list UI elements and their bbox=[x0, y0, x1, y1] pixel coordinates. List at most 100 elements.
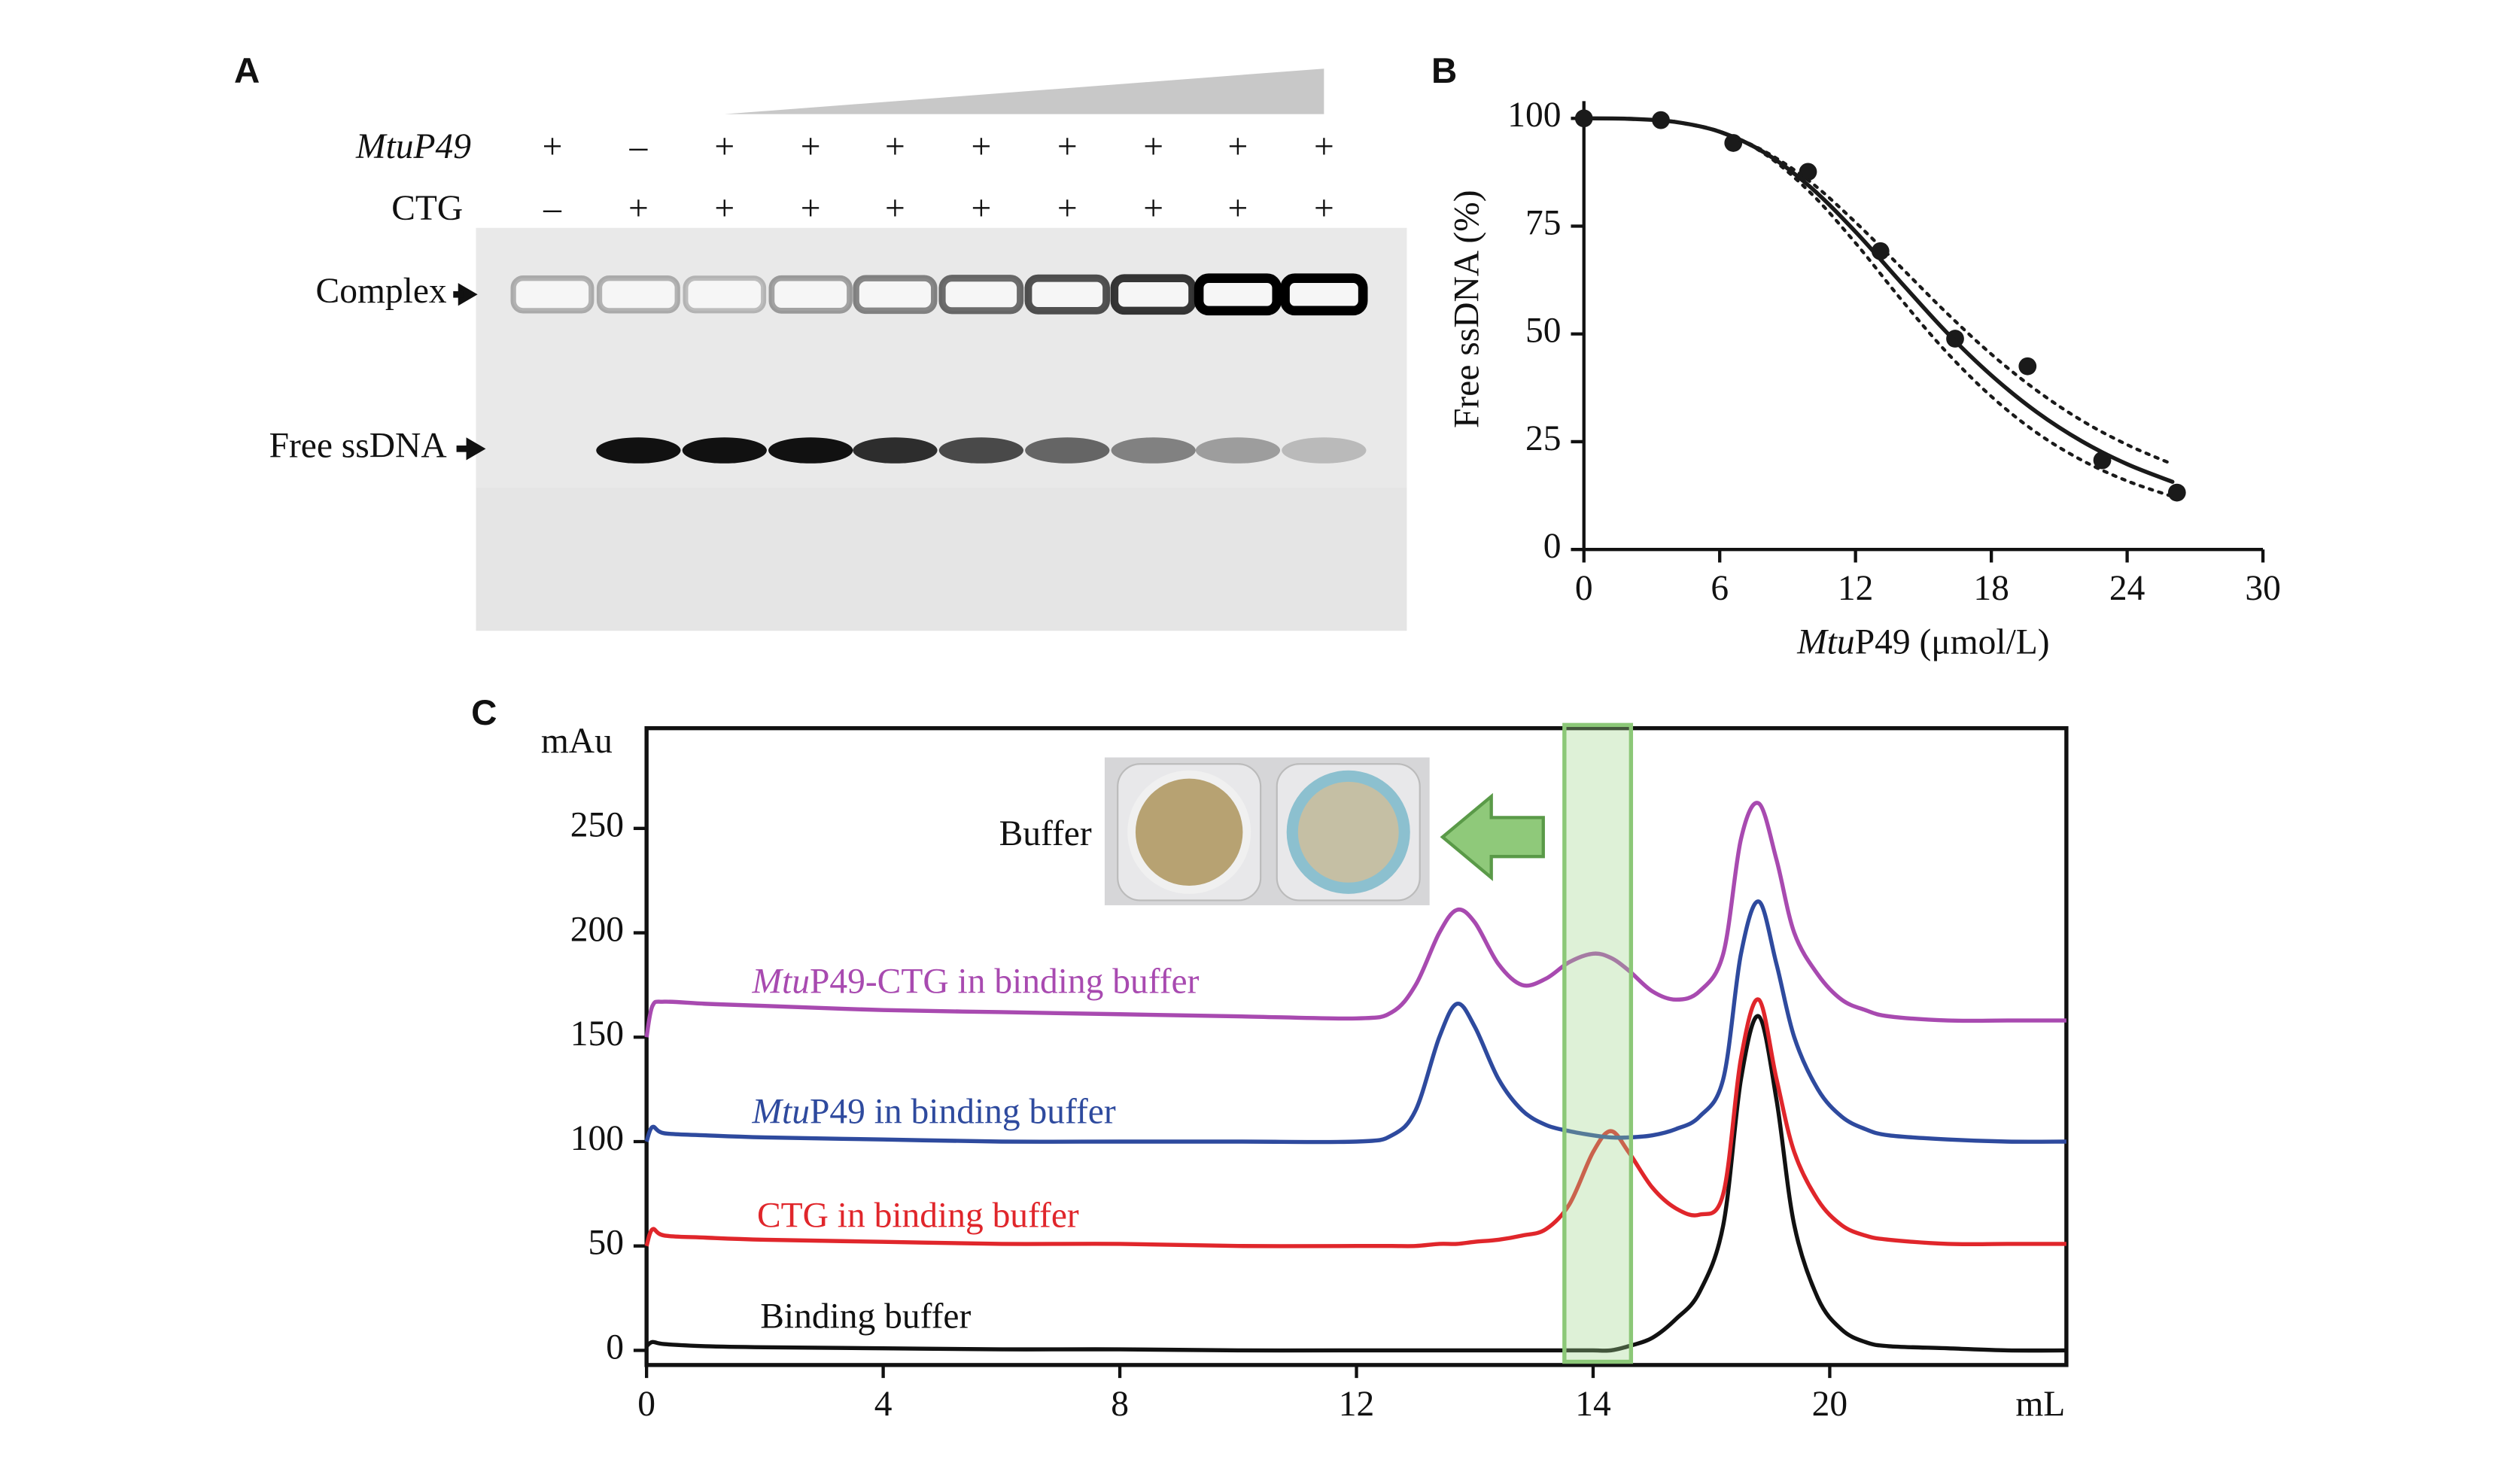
series-label: CTG in binding buffer bbox=[757, 1196, 1079, 1235]
band-label: Free ssDNA bbox=[269, 426, 447, 465]
x-tick-label: 24 bbox=[2109, 569, 2145, 608]
y-tick-label: 0 bbox=[606, 1327, 624, 1367]
series-label-part: P49 in binding buffer bbox=[810, 1092, 1116, 1131]
lane-sign: + bbox=[714, 189, 734, 228]
panel-label: B bbox=[1431, 51, 1457, 91]
arrow bbox=[456, 446, 470, 452]
y-tick-label: 0 bbox=[1543, 527, 1562, 566]
x-tick-label: 4 bbox=[874, 1385, 893, 1424]
confidence-line bbox=[1672, 120, 2174, 498]
series-line bbox=[644, 997, 2066, 1248]
lane-sign: + bbox=[1228, 189, 1248, 228]
well bbox=[1110, 274, 1197, 315]
y-tick-label: 75 bbox=[1525, 203, 1561, 242]
row-label: MtuP49 bbox=[355, 127, 471, 166]
lane-sign: + bbox=[885, 189, 905, 228]
lane-sign: + bbox=[1228, 127, 1248, 166]
well bbox=[853, 275, 938, 315]
arrow bbox=[466, 437, 486, 461]
x-tick-label: 0 bbox=[637, 1385, 655, 1424]
x-tick-label: 12 bbox=[1838, 569, 1873, 608]
series-label-part: Mtu bbox=[751, 962, 810, 1002]
arrow bbox=[458, 283, 478, 306]
series-label: Binding buffer bbox=[760, 1297, 971, 1336]
series-label-part: CTG in binding buffer bbox=[757, 1196, 1079, 1235]
gradient-triangle bbox=[724, 68, 1324, 114]
well bbox=[683, 275, 767, 314]
y-tick-label: 100 bbox=[570, 1119, 624, 1158]
band-label: Complex bbox=[316, 272, 447, 311]
series-label-part: Binding buffer bbox=[760, 1297, 971, 1336]
y-axis-label: mAu bbox=[541, 722, 613, 761]
x-tick-label: 12 bbox=[1339, 1385, 1374, 1424]
arrow bbox=[453, 290, 464, 298]
series-line bbox=[645, 1014, 2066, 1353]
y-tick-label: 100 bbox=[1507, 96, 1561, 135]
highlight-box bbox=[1562, 722, 1634, 1364]
well bbox=[768, 275, 853, 314]
lane-sign: + bbox=[1143, 127, 1163, 166]
band bbox=[1195, 437, 1281, 464]
lane-sign: – bbox=[543, 189, 562, 228]
band bbox=[1282, 437, 1367, 464]
x-tick-label: 6 bbox=[1711, 569, 1729, 608]
x-tick-label: 30 bbox=[2245, 569, 2280, 608]
x-tick-label: 18 bbox=[1973, 569, 2009, 608]
y-tick-label: 200 bbox=[570, 910, 624, 949]
data-point bbox=[2018, 357, 2037, 376]
lane-sign: + bbox=[1314, 189, 1334, 228]
lane-sign: + bbox=[801, 127, 821, 166]
series-label-part: P49-CTG in binding buffer bbox=[810, 962, 1200, 1002]
panel-label: A bbox=[234, 51, 260, 91]
plot-frame bbox=[644, 725, 2069, 1367]
y-axis-label: Free ssDNA (%) bbox=[1448, 190, 1487, 428]
y-tick-label: 50 bbox=[588, 1224, 623, 1263]
y-tick-label: 150 bbox=[570, 1014, 624, 1054]
row-label: CTG bbox=[391, 189, 463, 228]
well bbox=[1194, 273, 1282, 316]
x-tick-label: 20 bbox=[1812, 1385, 1847, 1424]
gel-shade bbox=[476, 488, 1407, 631]
lane-sign: + bbox=[714, 127, 734, 166]
lane-sign: + bbox=[1057, 127, 1078, 166]
lane-sign: + bbox=[628, 189, 649, 228]
y-tick-label: 50 bbox=[1525, 312, 1561, 351]
annotation: Buffer bbox=[999, 814, 1092, 853]
x-tick-label: 14 bbox=[1575, 1385, 1610, 1424]
x-tick-label: 0 bbox=[1575, 569, 1593, 608]
data-point bbox=[2167, 483, 2186, 502]
lane-sign: + bbox=[1143, 189, 1163, 228]
band bbox=[1025, 437, 1110, 464]
well bbox=[596, 275, 680, 314]
y-tick-label: 250 bbox=[570, 806, 624, 845]
band bbox=[1111, 437, 1196, 464]
panel-label: C bbox=[471, 693, 497, 733]
well bbox=[938, 275, 1024, 315]
lane-sign: + bbox=[1057, 189, 1078, 228]
x-axis-label-italic: Mtu bbox=[1796, 622, 1855, 661]
arrow bbox=[1440, 792, 1545, 881]
series-label: MtuP49-CTG in binding buffer bbox=[751, 962, 1199, 1002]
y-tick-label: 25 bbox=[1525, 419, 1561, 458]
lane-sign: + bbox=[971, 127, 991, 166]
well-liquid bbox=[1135, 778, 1243, 886]
fit-line bbox=[1582, 116, 2175, 484]
lane-sign: + bbox=[801, 189, 821, 228]
lane-sign: + bbox=[1314, 127, 1334, 166]
band bbox=[938, 437, 1023, 464]
x-axis-label-text: P49 (μmol/L) bbox=[1855, 622, 2050, 661]
band bbox=[768, 437, 853, 464]
series-label: MtuP49 in binding buffer bbox=[751, 1092, 1115, 1131]
well bbox=[1280, 273, 1368, 316]
x-axis-label: MtuP49 (μmol/L) bbox=[1796, 622, 2049, 661]
lane-sign: – bbox=[628, 127, 648, 166]
well-liquid bbox=[1297, 781, 1399, 883]
data-point bbox=[1799, 163, 1817, 181]
series-line bbox=[644, 899, 2066, 1145]
lane-sign: + bbox=[885, 127, 905, 166]
x-tick-label: 8 bbox=[1111, 1385, 1129, 1424]
x-axis-label: mL bbox=[2015, 1385, 2065, 1424]
well bbox=[510, 275, 595, 314]
